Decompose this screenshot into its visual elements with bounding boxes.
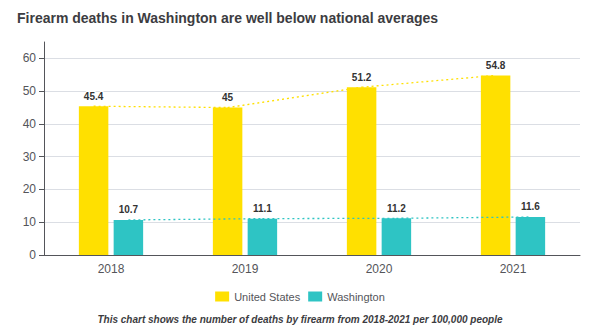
svg-text:11.2: 11.2 [387, 203, 406, 214]
svg-text:United States: United States [234, 291, 301, 303]
svg-text:11.1: 11.1 [253, 203, 272, 214]
svg-text:2020: 2020 [366, 262, 393, 276]
svg-text:20: 20 [23, 182, 37, 196]
svg-text:This chart shows the number of: This chart shows the number of deaths by… [97, 314, 503, 325]
svg-text:45: 45 [222, 92, 234, 103]
svg-text:40: 40 [23, 117, 37, 131]
svg-text:Firearm deaths in Washington a: Firearm deaths in Washington are well be… [17, 10, 438, 26]
svg-text:30: 30 [23, 150, 37, 164]
svg-text:2021: 2021 [500, 262, 527, 276]
svg-text:51.2: 51.2 [352, 72, 372, 83]
svg-text:Washington: Washington [327, 291, 385, 303]
svg-text:0: 0 [29, 248, 36, 262]
svg-text:2018: 2018 [98, 262, 125, 276]
svg-text:45.4: 45.4 [84, 91, 104, 102]
svg-text:10: 10 [23, 215, 37, 229]
svg-text:11.6: 11.6 [521, 201, 540, 212]
svg-text:2019: 2019 [232, 262, 259, 276]
svg-text:54.8: 54.8 [486, 60, 506, 71]
svg-text:10.7: 10.7 [119, 204, 139, 215]
svg-text:50: 50 [23, 84, 37, 98]
svg-text:60: 60 [23, 51, 37, 65]
